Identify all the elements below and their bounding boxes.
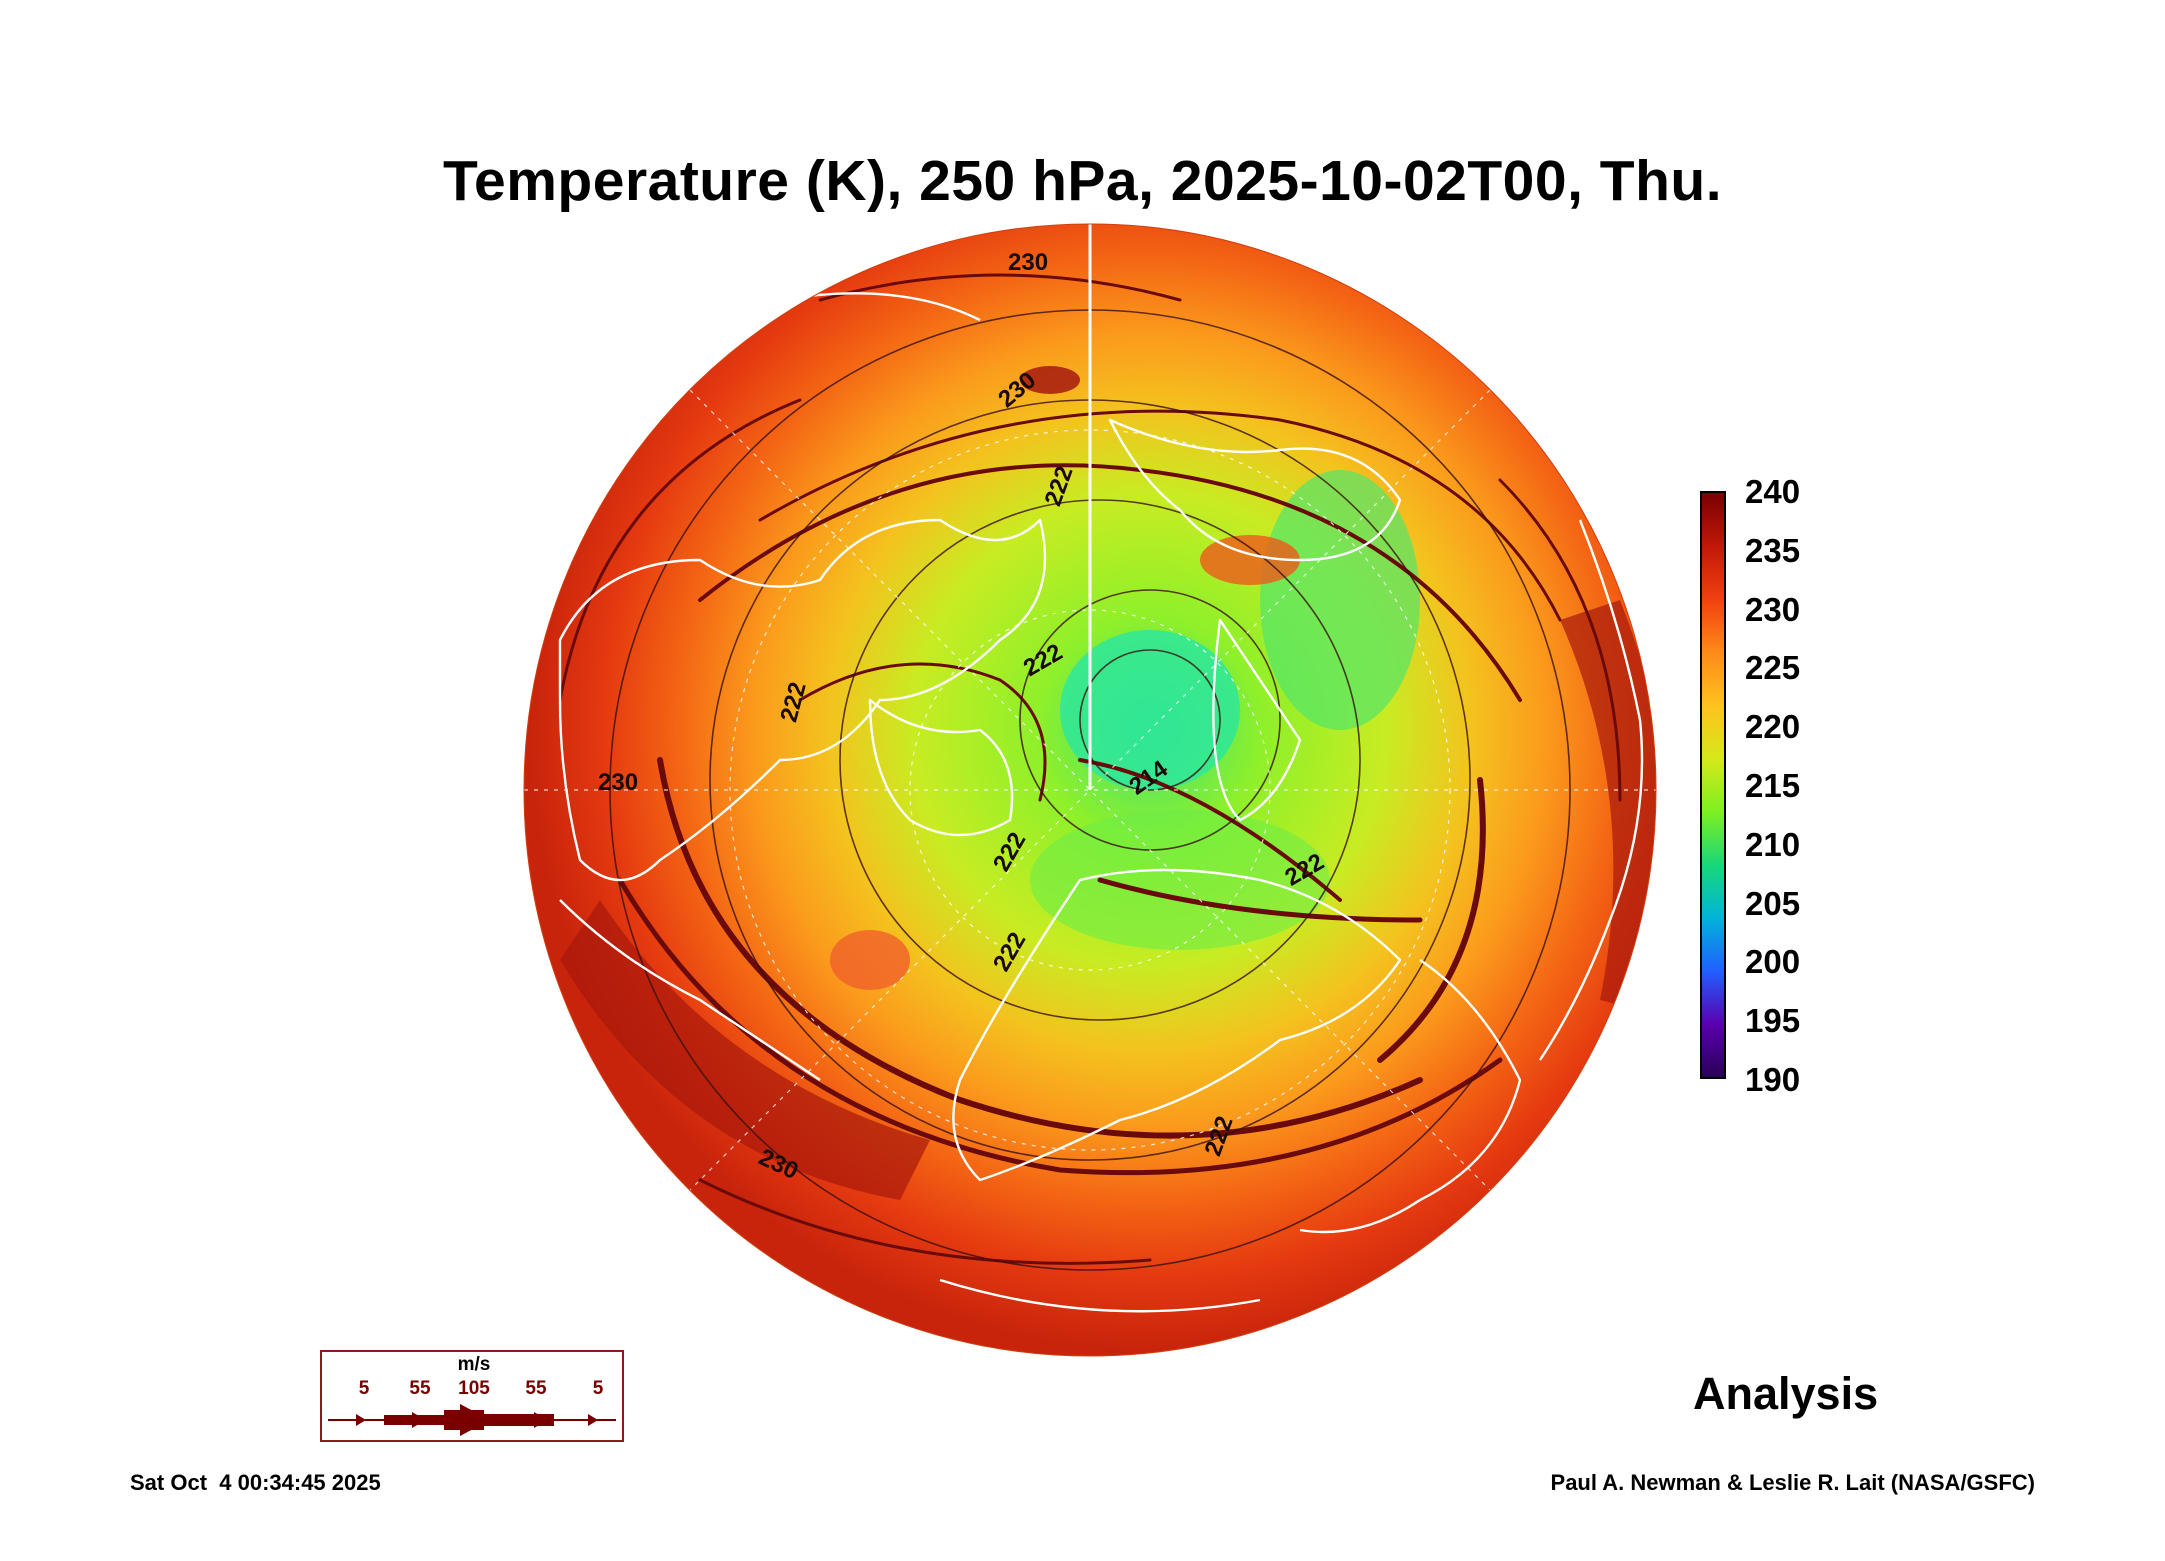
hot-band-e [1560, 600, 1656, 1010]
colorbar-label: 240 [1745, 473, 1801, 510]
colorbar-label: 235 [1745, 531, 1801, 569]
temperature-colorbar [1700, 491, 1726, 1079]
streamline [818, 273, 1182, 302]
streamline [1377, 777, 1486, 1063]
cold-core [1060, 630, 1240, 790]
colorbar-label: 220 [1745, 708, 1801, 746]
contour-line [1079, 649, 1221, 791]
coastline [1108, 418, 1402, 562]
timestamp: Sat Oct 4 00:34:45 2025 [130, 1470, 381, 1495]
wind-legend-arrows [328, 1404, 616, 1436]
colorbar-label: 200 [1745, 943, 1801, 981]
credit-line: Paul A. Newman & Leslie R. Lait (NASA/GS… [1550, 1470, 2035, 1495]
coastline [868, 698, 1014, 837]
coastline [939, 1278, 1261, 1313]
streamline [1498, 478, 1622, 802]
warm-patch [1200, 535, 1300, 585]
streamline [798, 662, 1047, 802]
hot-band-sw [560, 900, 930, 1200]
meridian [689, 389, 1491, 1191]
colorbar-label: 190 [1745, 1061, 1801, 1098]
colorbar-label: 215 [1745, 767, 1801, 804]
latitude-circle [909, 609, 1271, 971]
warm-patch [830, 930, 910, 990]
streamline [617, 877, 1503, 1176]
colorbar-label: 230 [1745, 590, 1801, 628]
colorbar-label: 205 [1745, 884, 1801, 922]
colorbar-label: 195 [1745, 1002, 1801, 1040]
contour-line [839, 499, 1361, 1021]
coastline [1212, 618, 1302, 822]
map-border [523, 223, 1657, 1357]
streamline [698, 1178, 1152, 1265]
coastline [558, 518, 1047, 882]
warm-patch [1020, 366, 1080, 394]
coastline [1539, 519, 1644, 1061]
contour-label: 230 [598, 769, 638, 796]
wind-legend-label: 55 [525, 1378, 547, 1399]
coastline [559, 899, 821, 1081]
wind-legend-label: 55 [409, 1378, 431, 1399]
coastline [952, 868, 1402, 1182]
latitude-circle [729, 429, 1451, 1151]
analysis-label: Analysis [1693, 1368, 1879, 1419]
wind-speed-legend: m/s 5 55 105 55 5 [320, 1350, 624, 1442]
wind-legend-unit: m/s [457, 1354, 491, 1375]
plot-title: Temperature (K), 250 hPa, 2025-10-02T00,… [442, 149, 1723, 213]
streamline [558, 398, 802, 702]
wind-legend-label: 5 [592, 1378, 604, 1399]
meridian [689, 389, 1491, 1191]
wind-legend-label: 5 [358, 1378, 370, 1399]
streamline [1078, 758, 1342, 902]
contour-label: 230 [1008, 249, 1048, 276]
coastline [1299, 959, 1522, 1234]
colorbar-label: 210 [1745, 825, 1801, 863]
streamline [657, 757, 1423, 1139]
streamline [1097, 877, 1423, 923]
wind-legend-label: 105 [458, 1378, 490, 1399]
colorbar-label: 225 [1745, 649, 1801, 687]
